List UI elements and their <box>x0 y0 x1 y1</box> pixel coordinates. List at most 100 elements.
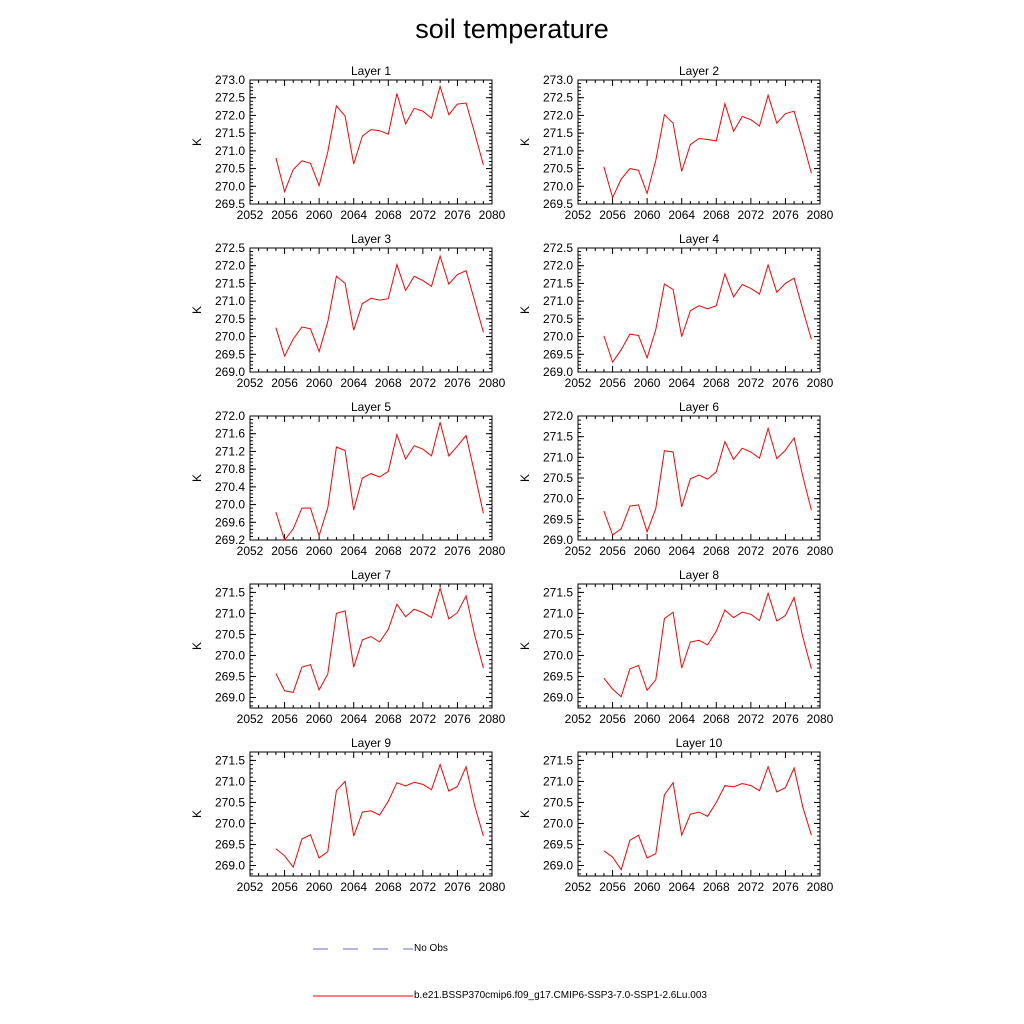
y-tick-label: 270.5 <box>543 627 573 641</box>
x-tick-label: 2080 <box>479 208 506 222</box>
plot-frame <box>249 415 493 541</box>
x-tick-label: 2076 <box>772 880 799 894</box>
y-axis-label: K <box>518 474 532 482</box>
y-tick-label: 270.5 <box>215 162 245 176</box>
plot-frame <box>577 415 821 541</box>
x-tick-label: 2080 <box>807 544 834 558</box>
y-tick-label: 269.2 <box>215 533 245 547</box>
x-tick-label: 2060 <box>306 376 333 390</box>
x-tick-label: 2056 <box>599 376 626 390</box>
y-tick-label: 272.5 <box>215 241 245 255</box>
x-tick-label: 2060 <box>634 208 661 222</box>
series-line <box>275 422 484 542</box>
x-tick-label: 2068 <box>375 544 402 558</box>
y-axis-label: K <box>518 306 532 314</box>
x-tick-label: 2076 <box>444 712 471 726</box>
y-tick-label: 270.0 <box>543 179 573 193</box>
panel-layer-4: Layer 4 K 2052 2056 2060 2064 2068 2072 2076 2080… <box>518 232 833 390</box>
x-tick-label: 2060 <box>634 544 661 558</box>
y-tick-label: 269.0 <box>543 533 573 547</box>
plot-frame <box>577 79 821 205</box>
y-tick-label: 270.0 <box>543 648 573 662</box>
x-tick-label: 2052 <box>237 376 264 390</box>
x-tick-label: 2064 <box>340 208 367 222</box>
y-axis-label: K <box>190 810 204 818</box>
series-line <box>275 586 484 693</box>
y-tick-label: 271.6 <box>215 427 245 441</box>
y-axis-label: K <box>190 306 204 314</box>
y-tick-label: 271.5 <box>215 585 245 599</box>
x-tick-label: 2064 <box>340 376 367 390</box>
plot-frame <box>577 751 821 877</box>
x-tick-label: 2072 <box>738 376 765 390</box>
panel-layer-2: Layer 2 K 2052 2056 2060 2064 2068 2072 2076 2080… <box>518 64 833 222</box>
y-tick-label: 272.0 <box>543 108 573 122</box>
y-axis-label: K <box>190 642 204 650</box>
x-tick-label: 2056 <box>599 208 626 222</box>
x-tick-label: 2064 <box>668 712 695 726</box>
panel-title: Layer 3 <box>351 232 391 246</box>
y-tick-label: 272.5 <box>543 241 573 255</box>
y-tick-label: 269.5 <box>543 347 573 361</box>
x-tick-label: 2072 <box>410 712 437 726</box>
y-tick-label: 269.0 <box>215 365 245 379</box>
y-tick-label: 271.0 <box>215 774 245 788</box>
x-tick-label: 2068 <box>375 376 402 390</box>
y-tick-label: 270.0 <box>215 816 245 830</box>
panel-layer-5: Layer 5 K 2052 2056 2060 2064 2068 2072 2076 2080… <box>190 400 505 558</box>
x-tick-label: 2060 <box>306 544 333 558</box>
y-tick-label: 270.5 <box>543 162 573 176</box>
x-tick-label: 2052 <box>565 208 592 222</box>
plot-frame <box>249 583 493 709</box>
y-tick-label: 271.5 <box>543 126 573 140</box>
x-tick-label: 2068 <box>703 208 730 222</box>
x-tick-label: 2080 <box>807 208 834 222</box>
x-tick-label: 2076 <box>444 544 471 558</box>
legend-obs-label: No Obs <box>414 943 448 954</box>
x-tick-label: 2076 <box>444 208 471 222</box>
x-tick-label: 2056 <box>271 208 298 222</box>
x-tick-label: 2072 <box>410 208 437 222</box>
x-tick-label: 2076 <box>772 208 799 222</box>
x-tick-label: 2072 <box>738 544 765 558</box>
y-tick-label: 271.0 <box>543 450 573 464</box>
x-tick-label: 2064 <box>340 712 367 726</box>
panel-title: Layer 1 <box>351 64 391 78</box>
panel-title: Layer 6 <box>679 400 719 414</box>
x-tick-label: 2060 <box>306 712 333 726</box>
x-tick-label: 2060 <box>634 376 661 390</box>
x-tick-label: 2076 <box>772 712 799 726</box>
panel-layer-9: Layer 9 K 2052 2056 2060 2064 2068 2072 2076 2080… <box>190 736 505 894</box>
y-tick-label: 269.5 <box>543 669 573 683</box>
x-tick-label: 2052 <box>237 712 264 726</box>
x-tick-label: 2056 <box>599 880 626 894</box>
y-tick-label: 271.0 <box>215 606 245 620</box>
y-tick-label: 270.0 <box>215 498 245 512</box>
panel-layer-8: Layer 8 K 2052 2056 2060 2064 2068 2072 2076 2080… <box>518 568 833 726</box>
panel-title: Layer 2 <box>679 64 719 78</box>
series-line <box>603 93 812 200</box>
x-tick-label: 2056 <box>599 544 626 558</box>
panel-title: Layer 5 <box>351 400 391 414</box>
y-tick-label: 270.4 <box>215 480 245 494</box>
y-tick-label: 272.0 <box>215 259 245 273</box>
y-tick-label: 271.0 <box>543 606 573 620</box>
x-tick-label: 2076 <box>444 880 471 894</box>
y-tick-label: 271.5 <box>543 276 573 290</box>
x-tick-label: 2064 <box>340 880 367 894</box>
panel-title: Layer 8 <box>679 568 719 582</box>
x-tick-label: 2052 <box>565 544 592 558</box>
x-tick-label: 2068 <box>703 880 730 894</box>
x-tick-label: 2056 <box>271 712 298 726</box>
y-tick-label: 273.0 <box>215 73 245 87</box>
y-axis-label: K <box>190 474 204 482</box>
x-tick-label: 2076 <box>772 544 799 558</box>
y-tick-label: 272.0 <box>543 409 573 423</box>
y-tick-label: 269.0 <box>543 365 573 379</box>
x-tick-label: 2056 <box>271 880 298 894</box>
x-tick-label: 2056 <box>271 544 298 558</box>
x-tick-label: 2072 <box>738 712 765 726</box>
y-tick-label: 272.0 <box>215 409 245 423</box>
y-tick-label: 270.5 <box>215 627 245 641</box>
y-tick-label: 271.0 <box>543 144 573 158</box>
